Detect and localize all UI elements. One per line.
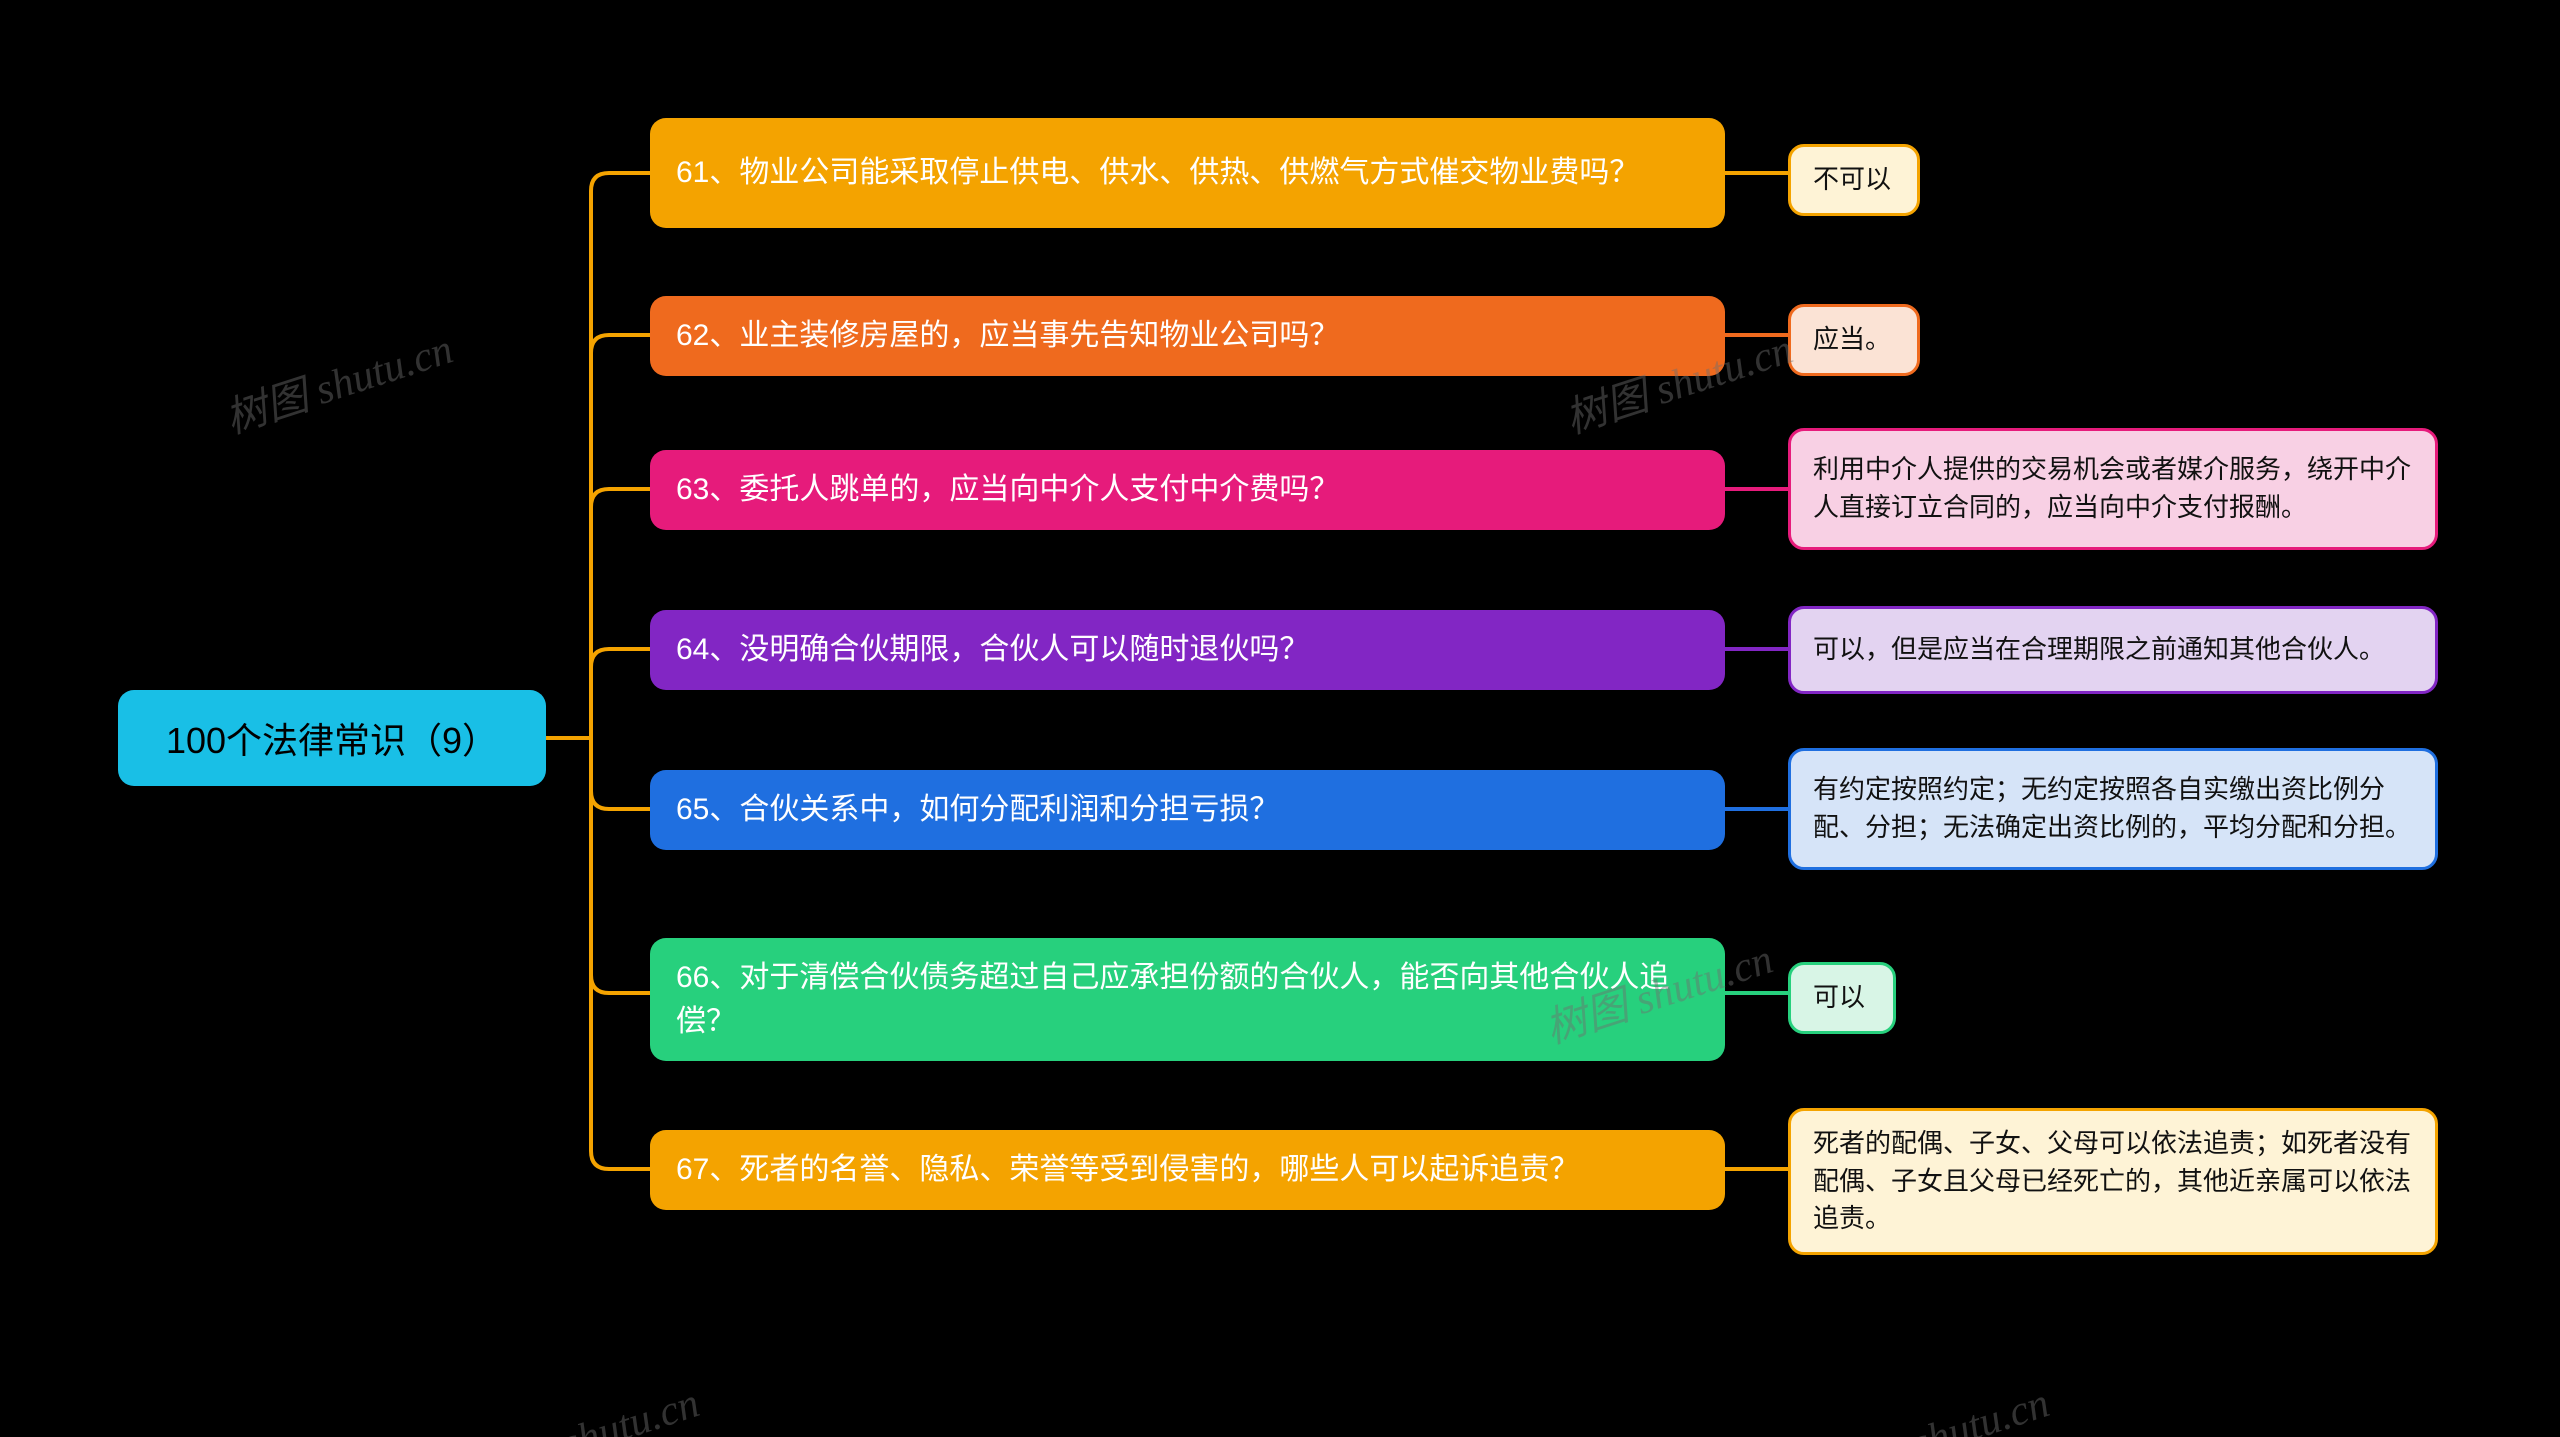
answer-node: 应当。	[1788, 304, 1920, 376]
answer-node: 死者的配偶、子女、父母可以依法追责；如死者没有配偶、子女且父母已经死亡的，其他近…	[1788, 1108, 2438, 1255]
root-label: 100个法律常识（9）	[166, 712, 498, 764]
question-text: 64、没明确合伙期限，合伙人可以随时退伙吗？	[676, 628, 1309, 672]
answer-text: 可以，但是应当在合理期限之前通知其他合伙人。	[1813, 631, 2385, 669]
answer-text: 有约定按照约定；无约定按照各自实缴出资比例分配、分担；无法确定出资比例的，平均分…	[1813, 771, 2413, 846]
question-text: 61、物业公司能采取停止供电、供水、供热、供燃气方式催交物业费吗？	[676, 151, 1639, 195]
answer-text: 利用中介人提供的交易机会或者媒介服务，绕开中介人直接订立合同的，应当向中介支付报…	[1813, 451, 2413, 526]
question-node: 65、合伙关系中，如何分配利润和分担亏损？	[650, 770, 1725, 850]
question-node: 64、没明确合伙期限，合伙人可以随时退伙吗？	[650, 610, 1725, 690]
answer-node: 可以，但是应当在合理期限之前通知其他合伙人。	[1788, 606, 2438, 694]
answer-node: 不可以	[1788, 144, 1920, 216]
question-node: 63、委托人跳单的，应当向中介人支付中介费吗？	[650, 450, 1725, 530]
question-text: 66、对于清偿合伙债务超过自己应承担份额的合伙人，能否向其他合伙人追偿？	[676, 956, 1699, 1043]
watermark: 树图 shutu.cn	[216, 315, 459, 446]
root-node: 100个法律常识（9）	[118, 690, 546, 786]
answer-text: 可以	[1813, 979, 1865, 1017]
question-text: 67、死者的名誉、隐私、荣誉等受到侵害的，哪些人可以起诉追责？	[676, 1148, 1579, 1192]
question-node: 61、物业公司能采取停止供电、供水、供热、供燃气方式催交物业费吗？	[650, 118, 1725, 228]
question-text: 63、委托人跳单的，应当向中介人支付中介费吗？	[676, 468, 1339, 512]
watermark: shutu.cn	[1906, 1379, 2055, 1437]
answer-node: 有约定按照约定；无约定按照各自实缴出资比例分配、分担；无法确定出资比例的，平均分…	[1788, 748, 2438, 870]
question-node: 62、业主装修房屋的，应当事先告知物业公司吗？	[650, 296, 1725, 376]
answer-text: 应当。	[1813, 321, 1891, 359]
question-node: 67、死者的名誉、隐私、荣誉等受到侵害的，哪些人可以起诉追责？	[650, 1130, 1725, 1210]
answer-node: 可以	[1788, 962, 1896, 1034]
answer-text: 不可以	[1813, 161, 1891, 199]
question-node: 66、对于清偿合伙债务超过自己应承担份额的合伙人，能否向其他合伙人追偿？	[650, 938, 1725, 1061]
question-text: 65、合伙关系中，如何分配利润和分担亏损？	[676, 788, 1279, 832]
question-text: 62、业主装修房屋的，应当事先告知物业公司吗？	[676, 314, 1339, 358]
answer-node: 利用中介人提供的交易机会或者媒介服务，绕开中介人直接订立合同的，应当向中介支付报…	[1788, 428, 2438, 550]
watermark: shutu.cn	[556, 1379, 705, 1437]
answer-text: 死者的配偶、子女、父母可以依法追责；如死者没有配偶、子女且父母已经死亡的，其他近…	[1813, 1125, 2413, 1238]
